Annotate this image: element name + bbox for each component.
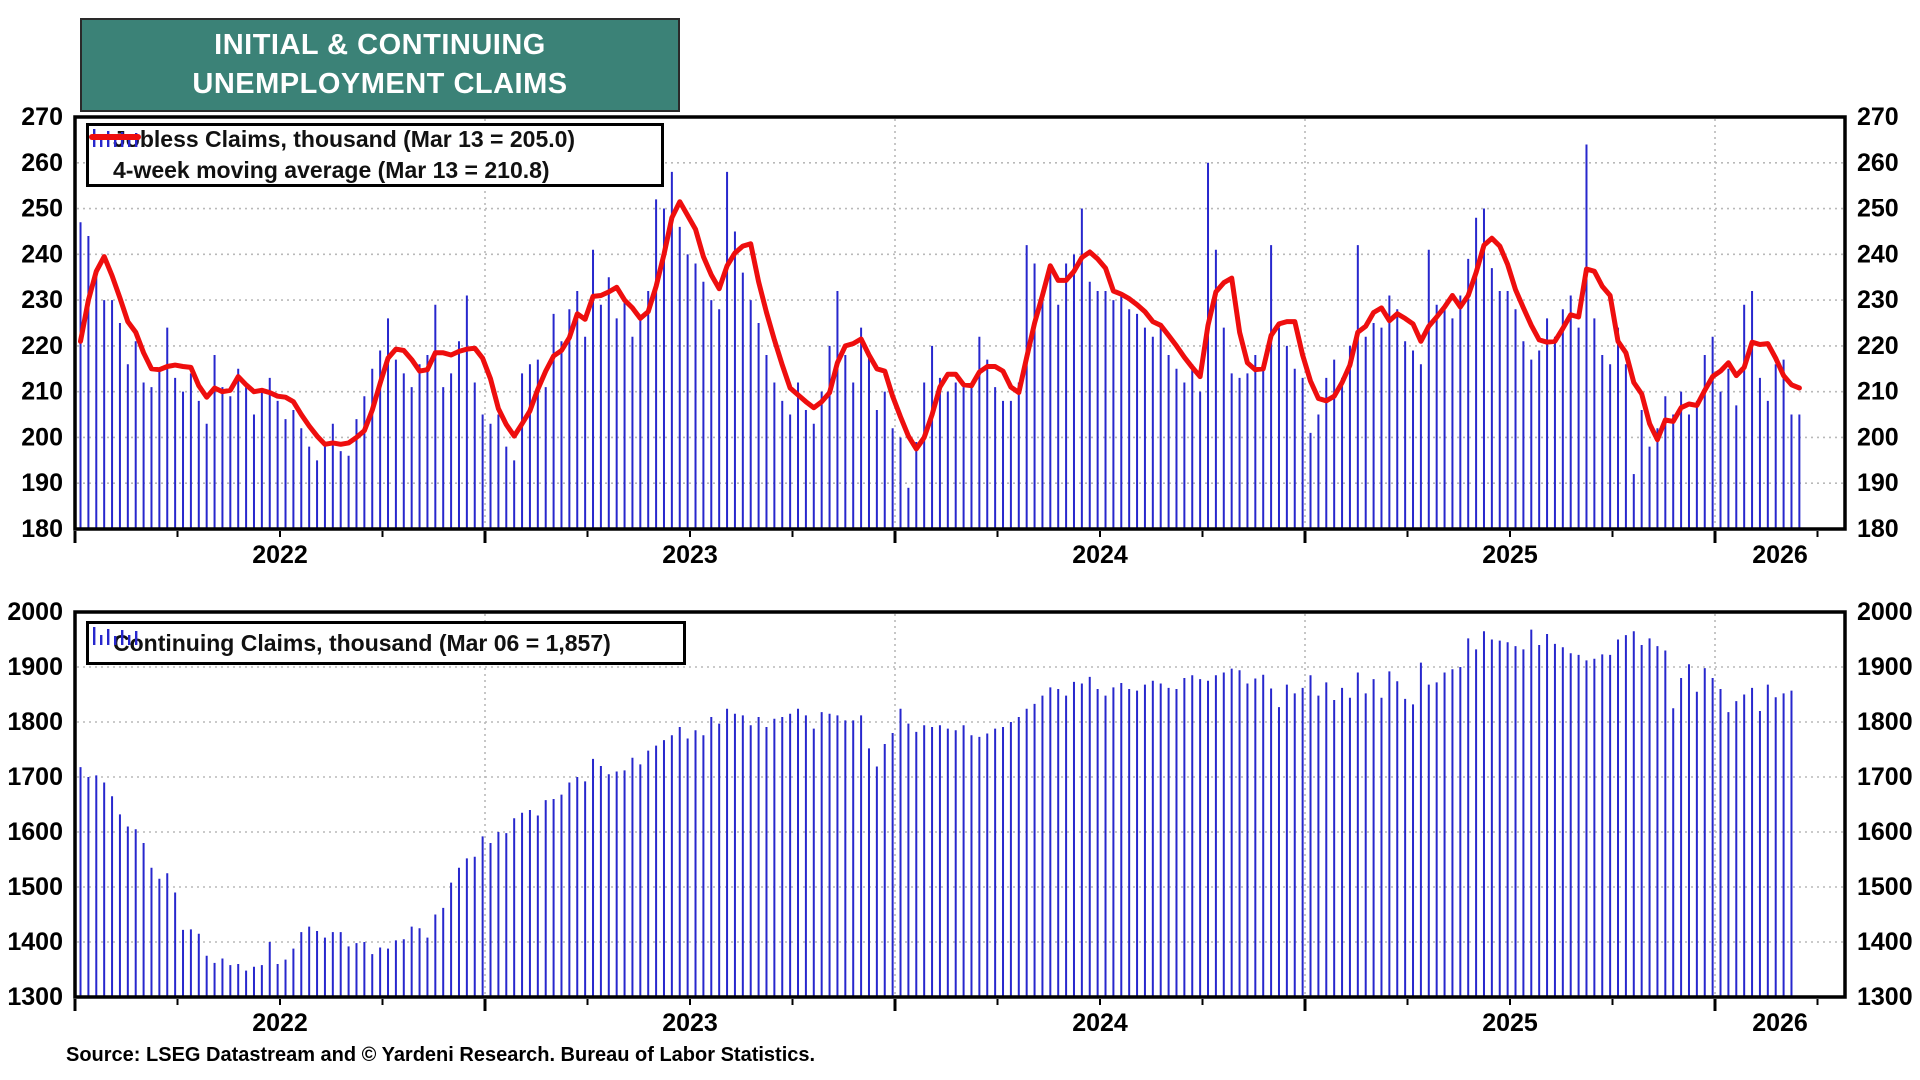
svg-text:200: 200 — [1857, 423, 1899, 451]
svg-text:2024: 2024 — [1072, 1009, 1128, 1037]
x-axis-year-labels: 2022 2023 2024 2025 2026 — [252, 1009, 1808, 1037]
moving-average-legend-row: 4-week moving average (Mar 13 = 210.8) — [89, 134, 649, 184]
svg-text:220: 220 — [21, 332, 63, 360]
svg-text:260: 260 — [1857, 149, 1899, 177]
initial-claims-panel: 180 180 190 190 200 200 210 210 220 220 230 230 240 2… — [21, 103, 1898, 569]
svg-text:1700: 1700 — [1857, 763, 1913, 791]
svg-text:270: 270 — [21, 103, 63, 131]
svg-text:2022: 2022 — [252, 541, 308, 569]
source-attribution: Source: LSEG Datastream and © Yardeni Re… — [66, 1044, 816, 1066]
svg-text:1800: 1800 — [7, 708, 63, 736]
continuing-claims-legend-label: Continuing Claims, thousand (Mar 06 = 1,… — [113, 629, 611, 656]
gridlines — [77, 614, 1843, 995]
svg-text:2026: 2026 — [1752, 541, 1808, 569]
plot-frame — [73, 115, 1847, 531]
svg-text:250: 250 — [1857, 195, 1899, 223]
svg-text:1800: 1800 — [1857, 708, 1913, 736]
moving-average-legend-label: 4-week moving average (Mar 13 = 210.8) — [113, 157, 550, 183]
svg-text:2000: 2000 — [1857, 598, 1913, 626]
plot-frame — [73, 610, 1847, 999]
svg-text:180: 180 — [1857, 515, 1899, 543]
svg-text:2024: 2024 — [1072, 541, 1128, 569]
svg-text:1500: 1500 — [7, 873, 63, 901]
svg-text:2023: 2023 — [662, 541, 718, 569]
svg-text:200: 200 — [21, 423, 63, 451]
svg-text:1500: 1500 — [1857, 873, 1913, 901]
svg-text:240: 240 — [1857, 240, 1899, 268]
svg-text:1900: 1900 — [7, 653, 63, 681]
svg-text:230: 230 — [21, 286, 63, 314]
svg-text:240: 240 — [21, 240, 63, 268]
svg-text:230: 230 — [1857, 286, 1899, 314]
svg-text:260: 260 — [21, 149, 63, 177]
svg-text:270: 270 — [1857, 103, 1899, 131]
jobless-claims-legend-row: Jobless Claims, thousand (Mar 13 = 205.0… — [93, 126, 649, 153]
chart-title-box: INITIAL & CONTINUING UNEMPLOYMENT CLAIMS — [80, 18, 680, 112]
continuing-claims-panel: 1300 1300 1400 1400 1500 1500 1600 1600 1700 1700… — [7, 598, 1912, 1037]
continuing-claims-legend-row: Continuing Claims, thousand (Mar 06 = 1,… — [93, 627, 671, 657]
svg-text:1600: 1600 — [1857, 818, 1913, 846]
svg-text:190: 190 — [21, 469, 63, 497]
svg-text:1400: 1400 — [1857, 928, 1913, 956]
svg-text:1600: 1600 — [7, 818, 63, 846]
svg-text:210: 210 — [1857, 378, 1899, 406]
x-axis-year-labels: 2022 2023 2024 2025 2026 — [252, 541, 1808, 569]
svg-text:190: 190 — [1857, 469, 1899, 497]
svg-text:250: 250 — [21, 195, 63, 223]
continuing-claims-bars — [79, 629, 1793, 996]
svg-text:1300: 1300 — [1857, 983, 1913, 1011]
svg-text:1700: 1700 — [7, 763, 63, 791]
svg-text:210: 210 — [21, 378, 63, 406]
svg-text:2025: 2025 — [1482, 541, 1538, 569]
svg-text:1900: 1900 — [1857, 653, 1913, 681]
svg-text:2022: 2022 — [252, 1009, 308, 1037]
svg-text:1300: 1300 — [7, 983, 63, 1011]
y-axis-labels: 180 180 190 190 200 200 210 210 220 220 230 230 240 2… — [21, 103, 1898, 543]
svg-text:2026: 2026 — [1752, 1009, 1808, 1037]
initial-claims-bars — [79, 144, 1801, 528]
svg-text:2023: 2023 — [662, 1009, 718, 1037]
svg-text:2025: 2025 — [1482, 1009, 1538, 1037]
moving-average-line — [78, 199, 1802, 452]
x-axis-ticks — [73, 999, 1819, 1011]
chart-title-line2: UNEMPLOYMENT CLAIMS — [192, 68, 568, 100]
chart-title-line1: INITIAL & CONTINUING — [214, 28, 546, 61]
y-axis-labels: 1300 1300 1400 1400 1500 1500 1600 1600 1700 1700… — [7, 598, 1912, 1011]
jobless-claims-legend: Jobless Claims, thousand (Mar 13 = 205.0… — [86, 123, 664, 187]
jobless-claims-legend-label: Jobless Claims, thousand (Mar 13 = 205.0… — [113, 126, 576, 152]
svg-text:2000: 2000 — [7, 598, 63, 626]
continuing-claims-legend: Continuing Claims, thousand (Mar 06 = 1,… — [86, 621, 686, 665]
x-axis-ticks — [73, 531, 1819, 543]
svg-text:220: 220 — [1857, 332, 1899, 360]
svg-text:1400: 1400 — [7, 928, 63, 956]
svg-text:180: 180 — [21, 515, 63, 543]
